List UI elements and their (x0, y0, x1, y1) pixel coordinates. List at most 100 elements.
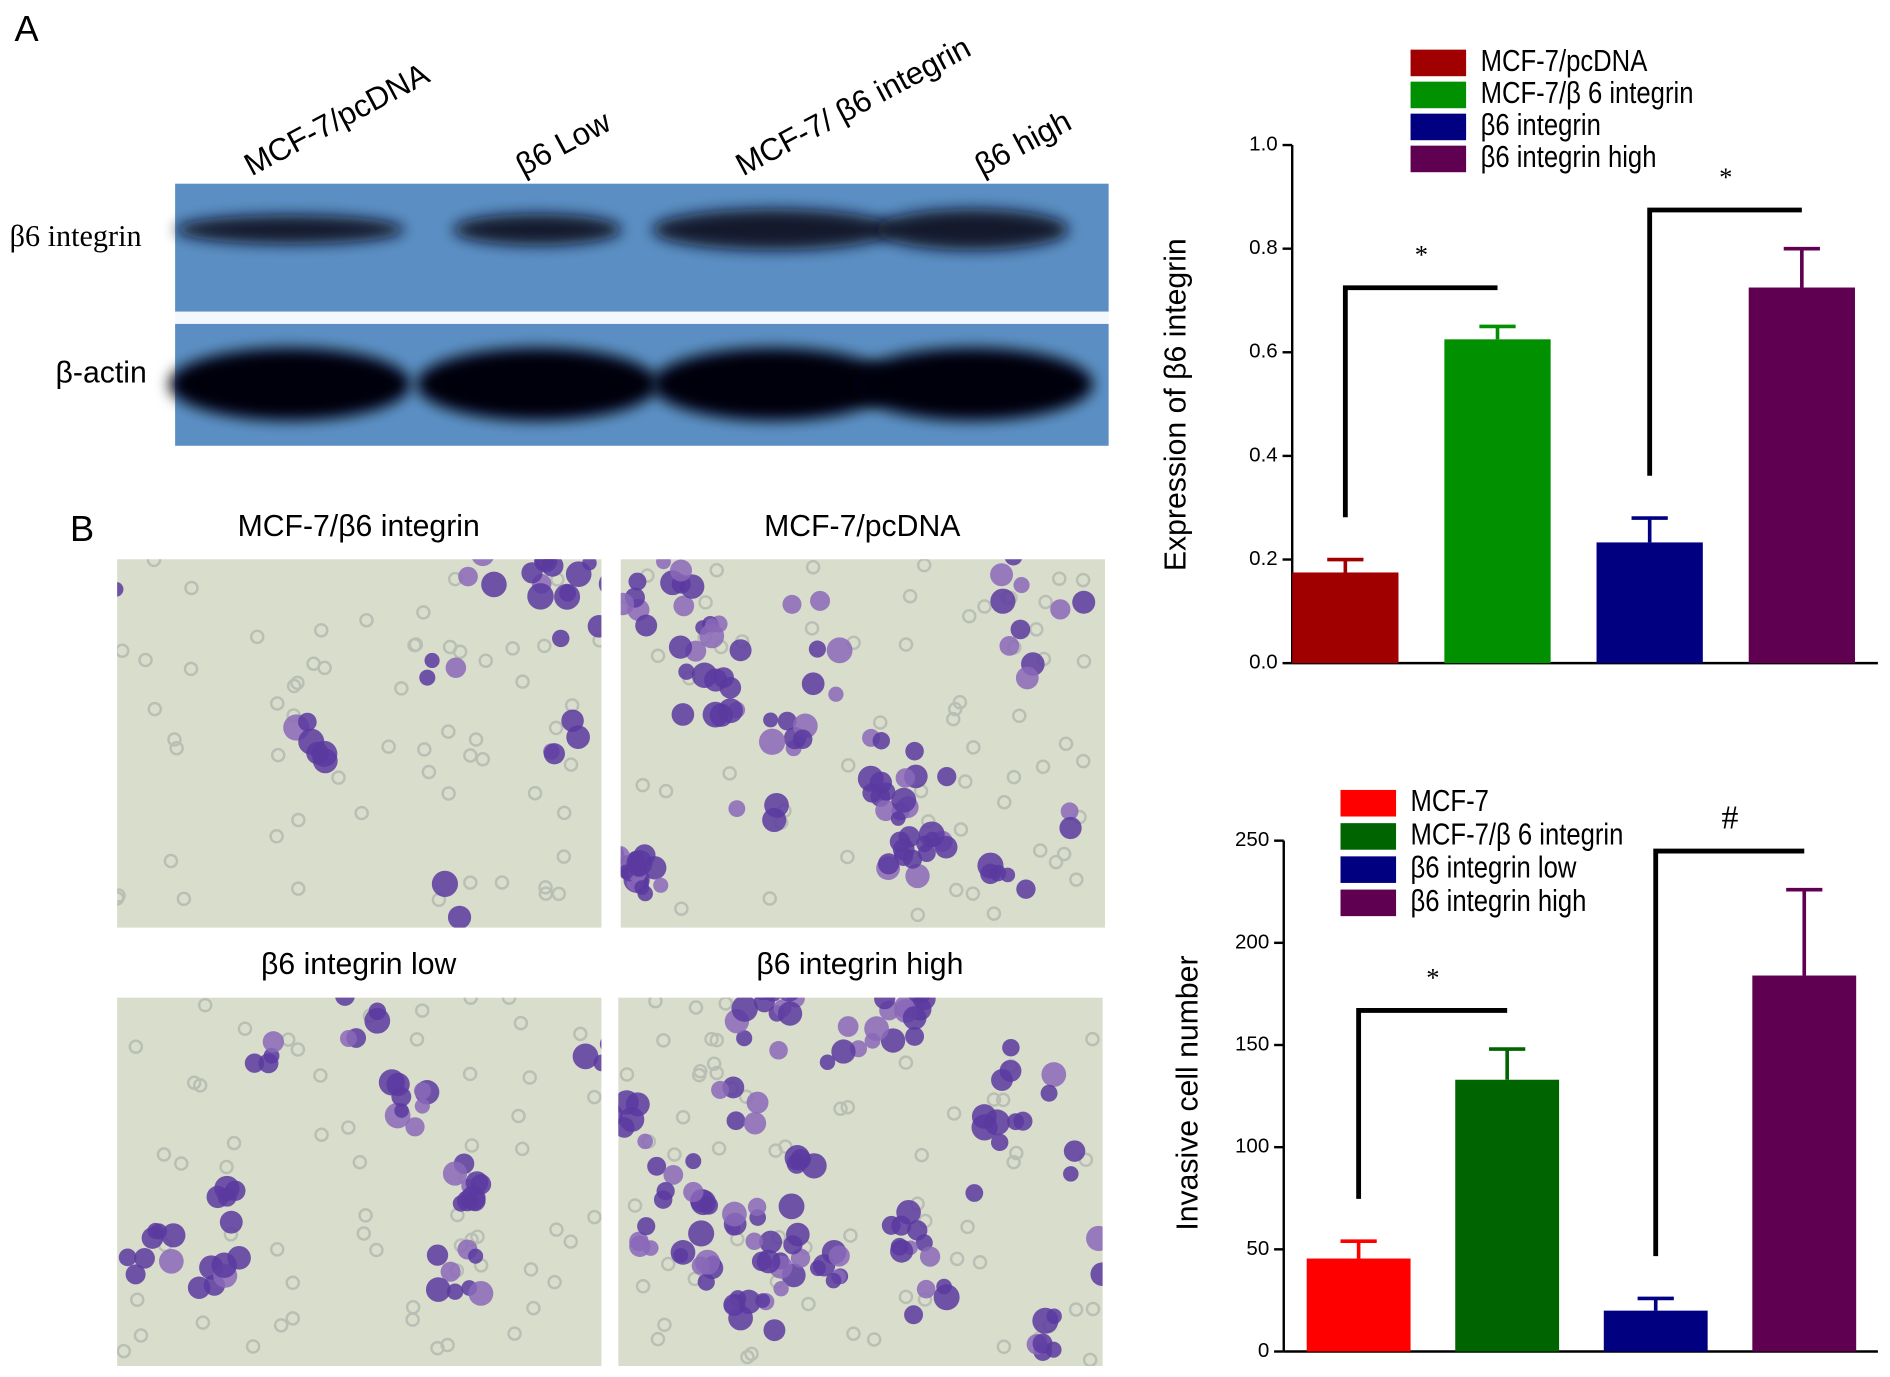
legend-swatch (1410, 113, 1467, 141)
pore (691, 1067, 707, 1083)
cell (990, 588, 1016, 614)
pore (958, 774, 973, 789)
pore (965, 886, 981, 901)
legend-swatch (1340, 789, 1397, 817)
blot-band (652, 347, 894, 421)
pore (1012, 708, 1027, 724)
pore (146, 559, 162, 568)
cell (668, 635, 693, 659)
cell (1086, 1225, 1103, 1252)
cell (753, 997, 775, 1013)
pore (359, 613, 374, 628)
pore (898, 637, 914, 652)
pore (898, 1055, 914, 1070)
pore (1075, 572, 1091, 588)
cell (965, 1184, 984, 1202)
cell (368, 1002, 387, 1021)
pore (197, 997, 213, 1013)
pore (949, 882, 964, 898)
pore (833, 1101, 848, 1116)
cell (762, 807, 787, 833)
pore (986, 906, 1002, 921)
pore (910, 907, 926, 923)
cell (916, 1279, 936, 1299)
pore (290, 675, 305, 691)
pore (1058, 736, 1074, 752)
cell (782, 594, 802, 614)
pore (117, 888, 126, 903)
cell (678, 663, 695, 680)
cell (891, 787, 917, 813)
pore (515, 674, 530, 689)
pore (405, 1312, 420, 1327)
pore (916, 559, 932, 573)
y-tick-label: 0.4 (1249, 443, 1278, 466)
cell (905, 863, 930, 889)
cell (723, 1293, 746, 1316)
cell (620, 592, 635, 616)
pore (463, 875, 478, 890)
pore (183, 661, 199, 677)
y-tick-label: 200 (1235, 930, 1269, 953)
cell (999, 1059, 1022, 1082)
pore (898, 1289, 914, 1305)
cell (599, 1038, 602, 1050)
pore (674, 901, 689, 916)
cell (862, 783, 882, 803)
cell (1041, 1062, 1067, 1087)
pore (470, 1229, 485, 1244)
cell (819, 1054, 836, 1070)
pore (587, 1209, 602, 1225)
pore (1085, 1031, 1100, 1047)
cell (565, 561, 592, 587)
cell (828, 1245, 850, 1267)
bar (1748, 287, 1855, 664)
pore (656, 1033, 671, 1048)
cell (414, 1098, 430, 1114)
pore (1085, 1301, 1101, 1317)
legend-swatch (1340, 889, 1397, 917)
cell (934, 835, 958, 859)
cell (141, 1227, 164, 1249)
cell (219, 1210, 243, 1234)
pore (462, 1066, 478, 1082)
pore (962, 608, 977, 624)
pore (688, 1000, 704, 1015)
cell (566, 725, 590, 749)
cell (187, 1276, 211, 1299)
cell (1063, 1166, 1079, 1182)
cell (877, 853, 900, 875)
cell (335, 997, 355, 1006)
y-tick-label: 0.2 (1249, 547, 1278, 570)
cell (161, 1223, 186, 1248)
pore (394, 681, 409, 696)
cell (713, 667, 734, 688)
cell (890, 1239, 914, 1263)
legend-swatch (1410, 49, 1467, 77)
pore (522, 1070, 537, 1085)
pore (801, 1296, 816, 1312)
pore (314, 1127, 329, 1142)
cell (745, 1232, 763, 1251)
micrograph-title: MCF-7/pcDNA (764, 510, 961, 543)
pore (706, 1056, 722, 1071)
cell (1032, 1307, 1059, 1334)
pore (1082, 1352, 1098, 1367)
y-tick-label: 150 (1235, 1032, 1269, 1055)
pore (556, 805, 572, 821)
cell (446, 1283, 464, 1300)
bar (1603, 1310, 1708, 1352)
bar (1306, 1258, 1411, 1352)
cell (587, 614, 602, 638)
pore (946, 711, 961, 727)
cell (1050, 599, 1071, 620)
pore (1033, 843, 1048, 858)
pore (537, 638, 552, 654)
pore (117, 1343, 132, 1359)
pore (1056, 846, 1072, 862)
pore (698, 595, 713, 610)
cell (640, 534, 661, 555)
cell (809, 1260, 826, 1277)
pore (381, 739, 396, 754)
cell (653, 877, 669, 893)
